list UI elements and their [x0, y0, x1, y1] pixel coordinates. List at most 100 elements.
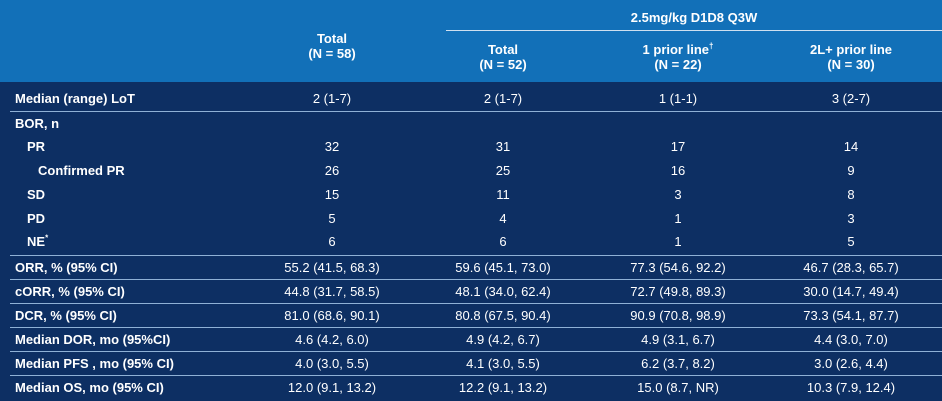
cell: 81.0 (68.6, 90.1)	[284, 308, 380, 323]
cell: 48.1 (34.0, 62.4)	[455, 284, 551, 299]
cell: 11	[496, 187, 510, 202]
cell: 16	[670, 163, 686, 178]
row-divider	[10, 327, 942, 328]
row-label: NE*	[27, 230, 48, 253]
cell: 32	[324, 139, 340, 154]
cell: 4	[499, 211, 507, 226]
row-divider	[10, 279, 942, 280]
row-label: PD	[27, 211, 46, 226]
header-col-3-title-line: 1 prior line†	[578, 42, 778, 57]
table-row: SD 15 11 3 8	[0, 183, 942, 206]
row-label: Median PFS , mo (95% CI)	[15, 356, 174, 371]
table-row: DCR, % (95% CI) 81.0 (68.6, 90.1) 80.8 (…	[0, 304, 942, 327]
cell: 4.1 (3.0, 5.5)	[466, 356, 540, 371]
row-label: Confirmed PR	[38, 163, 125, 178]
table-row: PR 32 31 17 14	[0, 135, 942, 158]
cell: 1	[674, 234, 682, 249]
cell: 77.3 (54.6, 92.2)	[630, 260, 726, 275]
cell: 14	[843, 139, 859, 154]
cell: 80.8 (67.5, 90.4)	[455, 308, 551, 323]
dose-group-label: 2.5mg/kg D1D8 Q3W	[630, 10, 758, 25]
row-divider	[10, 111, 942, 112]
header-col-1: Total (N = 58)	[232, 31, 432, 61]
header-col-1-title: Total	[316, 31, 348, 46]
row-label: Median DOR, mo (95%CI)	[15, 332, 171, 347]
cell: 15.0 (8.7, NR)	[637, 380, 719, 395]
row-divider	[10, 375, 942, 376]
cell: 44.8 (31.7, 58.5)	[284, 284, 380, 299]
cell: 12.0 (9.1, 13.2)	[287, 380, 377, 395]
row-label: DCR, % (95% CI)	[15, 308, 117, 323]
cell: 8	[847, 187, 855, 202]
header-col-3-dagger: †	[709, 41, 714, 51]
cell: 4.0 (3.0, 5.5)	[295, 356, 369, 371]
cell: 6	[328, 234, 336, 249]
row-divider	[10, 351, 942, 352]
row-label: SD	[27, 187, 46, 202]
row-divider	[10, 255, 942, 256]
cell: 9	[847, 163, 855, 178]
cell: 6	[499, 234, 507, 249]
cell: 72.7 (49.8, 89.3)	[630, 284, 726, 299]
cell: 3.0 (2.6, 4.4)	[814, 356, 888, 371]
header-col-4-n: (N = 30)	[827, 57, 875, 72]
cell: 4.6 (4.2, 6.0)	[295, 332, 369, 347]
table-row: PD 5 4 1 3	[0, 207, 942, 230]
row-label: BOR, n	[15, 116, 60, 131]
header-col-3-title: 1 prior line	[642, 42, 709, 57]
header-col-3-n: (N = 22)	[654, 57, 702, 72]
cell: 2 (1-7)	[483, 91, 523, 106]
row-label: cORR, % (95% CI)	[15, 284, 125, 299]
cell: 2 (1-7)	[312, 91, 352, 106]
cell: 31	[495, 139, 511, 154]
cell: 10.3 (7.9, 12.4)	[806, 380, 896, 395]
table-row: Median DOR, mo (95%CI) 4.6 (4.2, 6.0) 4.…	[0, 328, 942, 351]
table-header: 2.5mg/kg D1D8 Q3W Total (N = 58) Total (…	[0, 0, 942, 82]
row-label: ORR, % (95% CI)	[15, 260, 118, 275]
table-row: ORR, % (95% CI) 55.2 (41.5, 68.3) 59.6 (…	[0, 256, 942, 279]
table-row: NE* 6 6 1 5	[0, 230, 942, 253]
cell: 25	[495, 163, 511, 178]
cell: 3 (2-7)	[831, 91, 871, 106]
header-col-2-n: (N = 52)	[479, 57, 527, 72]
cell: 5	[847, 234, 855, 249]
header-col-3: 1 prior line† (N = 22)	[578, 42, 778, 72]
table-row: cORR, % (95% CI) 44.8 (31.7, 58.5) 48.1 …	[0, 280, 942, 303]
cell: 17	[670, 139, 686, 154]
cell: 59.6 (45.1, 73.0)	[455, 260, 551, 275]
header-col-4: 2L+ prior line (N = 30)	[751, 42, 942, 72]
cell: 4.9 (3.1, 6.7)	[641, 332, 715, 347]
cell: 3	[847, 211, 855, 226]
header-col-1-n: (N = 58)	[308, 46, 356, 61]
cell: 4.4 (3.0, 7.0)	[814, 332, 888, 347]
cell: 55.2 (41.5, 68.3)	[284, 260, 380, 275]
row-label: PR	[27, 139, 46, 154]
cell: 3	[674, 187, 682, 202]
table-row: Median (range) LoT 2 (1-7) 2 (1-7) 1 (1-…	[0, 87, 942, 110]
row-label: Median OS, mo (95% CI)	[15, 380, 164, 395]
row-divider	[10, 303, 942, 304]
row-label-text: NE	[27, 234, 46, 249]
header-col-2-title: Total	[487, 42, 519, 57]
cell: 26	[324, 163, 340, 178]
cell: 5	[328, 211, 336, 226]
cell: 73.3 (54.1, 87.7)	[803, 308, 899, 323]
row-label-asterisk: *	[45, 233, 49, 243]
cell: 4.9 (4.2, 6.7)	[466, 332, 540, 347]
table-row: Median OS, mo (95% CI) 12.0 (9.1, 13.2) …	[0, 376, 942, 399]
cell: 12.2 (9.1, 13.2)	[458, 380, 548, 395]
table-row: Median PFS , mo (95% CI) 4.0 (3.0, 5.5) …	[0, 352, 942, 375]
table-row: BOR, n	[0, 112, 942, 135]
cell: 90.9 (70.8, 98.9)	[630, 308, 726, 323]
header-col-4-title: 2L+ prior line	[810, 42, 892, 57]
cell: 15	[324, 187, 340, 202]
cell: 1 (1-1)	[658, 91, 698, 106]
header-col-2: Total (N = 52)	[403, 42, 603, 72]
table-row: Confirmed PR 26 25 16 9	[0, 159, 942, 182]
cell: 30.0 (14.7, 49.4)	[803, 284, 899, 299]
cell: 1	[674, 211, 682, 226]
row-label: Median (range) LoT	[15, 91, 135, 106]
cell: 46.7 (28.3, 65.7)	[803, 260, 899, 275]
group-underline	[446, 30, 942, 31]
